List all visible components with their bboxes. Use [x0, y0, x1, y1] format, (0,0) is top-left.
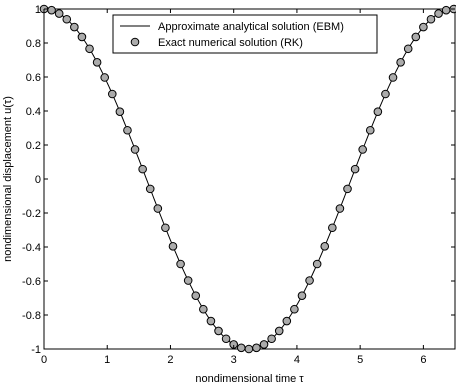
data-point — [403, 44, 413, 54]
x-tick-label: 4 — [294, 354, 300, 366]
data-point — [343, 184, 352, 194]
legend-label-rk: Exact numerical solution (RK) — [158, 37, 303, 49]
data-point — [259, 340, 269, 349]
data-point — [274, 326, 284, 336]
data-point — [47, 5, 56, 15]
y-tick-label: 0.2 — [26, 140, 41, 152]
data-point — [426, 14, 436, 24]
plot-frame — [43, 8, 456, 350]
series-markers-rk — [39, 4, 456, 354]
y-tick-label: -0.8 — [22, 310, 41, 322]
data-point — [77, 32, 87, 42]
x-axis: 0 1 2 3 4 5 6 — [41, 9, 426, 366]
y-tick-label: -0.2 — [22, 208, 41, 220]
data-point — [107, 89, 117, 99]
data-point — [168, 242, 178, 251]
legend-box — [112, 14, 378, 54]
data-point — [100, 73, 109, 82]
x-tick-label: 0 — [41, 354, 47, 366]
data-point — [54, 9, 64, 18]
x-tick-label: 1 — [104, 354, 110, 366]
data-point — [411, 32, 421, 42]
data-point — [191, 291, 201, 300]
x-tick-label: 2 — [167, 354, 173, 366]
y-tick-label: -0.6 — [22, 276, 41, 288]
y-tick-label: -1 — [31, 344, 41, 356]
y-axis: -1 -0.8 -0.6 -0.4 -0.2 0 0.2 0.4 0.6 0.8 1 — [22, 4, 455, 356]
data-point — [123, 125, 132, 135]
legend-marker-sample — [130, 37, 140, 47]
data-point — [312, 259, 322, 269]
data-point — [267, 334, 276, 344]
data-point — [130, 145, 140, 154]
y-tick-label: -0.4 — [22, 242, 41, 254]
x-tick-label: 5 — [357, 354, 363, 366]
data-point — [199, 304, 208, 314]
data-point — [297, 291, 307, 300]
y-tick-label: 1 — [35, 4, 41, 16]
data-point — [335, 204, 345, 213]
data-point — [358, 145, 367, 154]
data-point — [92, 58, 102, 67]
data-point — [328, 223, 337, 233]
x-tick-label: 3 — [231, 354, 237, 366]
data-point — [381, 89, 390, 99]
x-tick-label: 6 — [420, 354, 426, 366]
y-tick-label: 0.8 — [26, 38, 41, 50]
legend-label-ebm: Approximate analytical solution (EBM) — [158, 21, 344, 33]
data-point — [236, 343, 246, 353]
y-axis-label: nondimensional displacement u(τ) — [2, 96, 14, 262]
y-tick-label: 0.4 — [26, 106, 41, 118]
data-point — [161, 223, 170, 233]
data-point — [434, 9, 443, 18]
data-point — [419, 22, 428, 32]
data-point — [388, 73, 398, 82]
data-point — [115, 107, 125, 116]
data-point — [206, 316, 216, 326]
data-point — [70, 22, 79, 32]
data-point — [138, 164, 147, 174]
data-point — [183, 276, 193, 285]
data-point — [244, 344, 254, 354]
data-point — [282, 316, 292, 326]
data-point — [396, 58, 405, 67]
data-point — [320, 242, 330, 251]
data-point — [252, 343, 261, 353]
data-point — [365, 125, 375, 135]
data-point — [373, 107, 383, 116]
data-point — [290, 304, 299, 314]
data-point — [62, 14, 72, 24]
data-point — [176, 259, 185, 269]
y-tick-label: 0.6 — [26, 72, 41, 84]
data-point — [214, 326, 223, 336]
y-tick-label: 0 — [35, 174, 41, 186]
data-point — [153, 204, 163, 213]
data-point — [305, 276, 314, 285]
data-point — [441, 5, 451, 15]
data-point — [221, 334, 231, 344]
data-point — [350, 164, 360, 174]
data-point — [85, 44, 94, 54]
data-point — [145, 184, 155, 194]
legend: Approximate analytical solution (EBM) Ex… — [112, 14, 378, 54]
x-axis-label: nondimensional time τ — [195, 373, 304, 385]
